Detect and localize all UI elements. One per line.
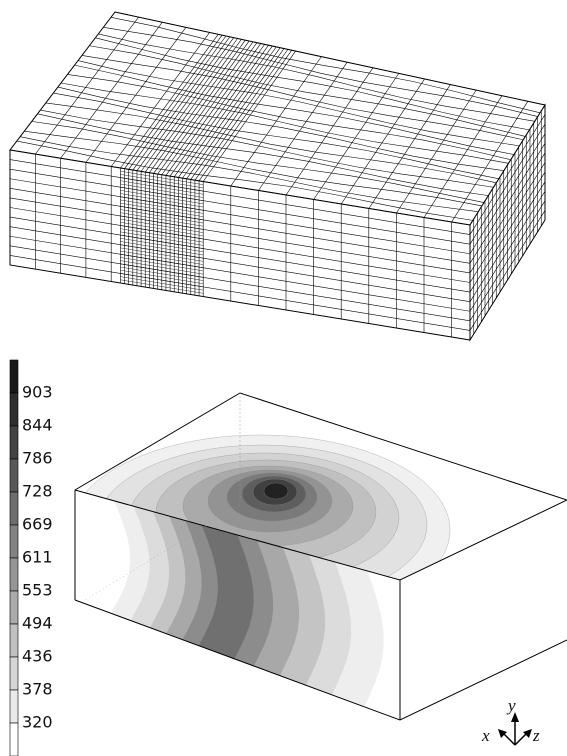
colorbar-label: 669 xyxy=(22,515,53,534)
colorbar-label: 494 xyxy=(22,614,53,633)
colorbar-label: 844 xyxy=(22,416,53,435)
colorbar-segment xyxy=(10,624,18,657)
mesh-view xyxy=(10,12,545,340)
colorbar-label: 611 xyxy=(22,548,53,567)
z-label: z xyxy=(532,726,540,745)
figure: 903 844 786 728 669 611 553 494 436 378 320 x y z xyxy=(0,0,567,756)
colorbar-label: 728 xyxy=(22,482,53,501)
colorbar-label: 436 xyxy=(22,647,53,666)
colorbar-segment xyxy=(10,525,18,558)
colorbar: 903 844 786 728 669 611 553 494 436 378 320 xyxy=(10,360,53,756)
colorbar-segment xyxy=(10,492,18,525)
colorbar-label: 903 xyxy=(22,383,53,402)
colorbar-label: 553 xyxy=(22,581,53,600)
colorbar-label: 320 xyxy=(22,713,53,732)
colorbar-segment xyxy=(10,360,18,393)
colorbar-segment xyxy=(10,657,18,690)
colorbar-segment xyxy=(10,690,18,723)
x-label: x xyxy=(481,726,490,745)
colorbar-label: 378 xyxy=(22,680,53,699)
axis-triad: x y z xyxy=(481,696,540,745)
colorbar-segment xyxy=(10,591,18,624)
contour-region xyxy=(264,483,288,499)
y-label: y xyxy=(506,696,516,715)
x-arrow xyxy=(503,733,515,745)
colorbar-segment xyxy=(10,723,18,756)
colorbar-segment xyxy=(10,459,18,492)
colorbar-segment xyxy=(10,393,18,426)
colorbar-label: 786 xyxy=(22,449,53,468)
colorbar-segment xyxy=(10,426,18,459)
contour-view xyxy=(70,393,567,720)
z-arrow xyxy=(515,733,527,745)
colorbar-segment xyxy=(10,558,18,591)
